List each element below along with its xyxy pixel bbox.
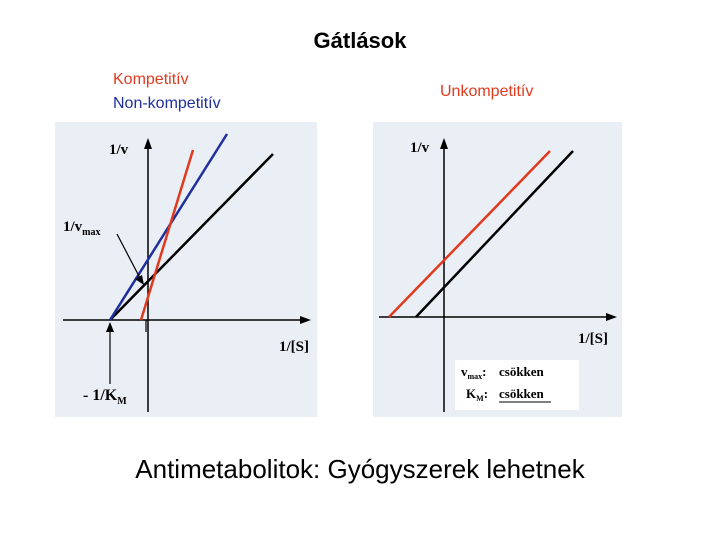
x-axis-label: 1/[S] — [578, 331, 608, 347]
legend-km-value: csökken — [499, 386, 545, 401]
label-competitive: Kompetitív — [113, 71, 189, 88]
uninhibited-line — [415, 150, 574, 318]
effect-legend: vmax: csökken KM: csökken — [455, 360, 579, 410]
km-label: - 1/KM — [83, 387, 127, 407]
uncompetitive-graph: 1/v 1/[S] vmax: csökken KM: csökken — [373, 122, 622, 417]
label-uncompetitive: Unkompetitív — [440, 83, 534, 100]
uncompetitive-line — [388, 150, 551, 318]
y-axis-label: 1/v — [109, 142, 129, 158]
x-axis-arrow — [606, 313, 617, 321]
vmax-pointer-arrow — [135, 275, 144, 285]
competitive-line — [139, 149, 195, 321]
y-axis-arrow — [144, 138, 152, 149]
competitive-noncompetitive-graph: 1/v 1/vmax 1/[S] - 1/KM — [55, 122, 317, 417]
x-axis-label: 1/[S] — [279, 339, 309, 355]
vmax-label: 1/vmax — [63, 219, 101, 238]
x-axis-arrow — [300, 316, 311, 324]
km-pointer-arrow — [106, 322, 114, 332]
y-axis-arrow — [440, 138, 448, 149]
y-axis-label: 1/v — [410, 140, 430, 156]
legend-vmax-symbol: vmax: — [461, 364, 487, 381]
slide-title: Gátlások — [313, 28, 407, 53]
panel-background — [55, 122, 317, 417]
legend-km-symbol: KM: — [466, 386, 488, 403]
legend-vmax-value: csökken — [499, 364, 545, 379]
label-noncompetitive: Non-kompetitív — [113, 95, 221, 112]
vmax-pointer — [116, 233, 142, 281]
footer-text: Antimetabolitok: Gyógyszerek lehetnek — [135, 454, 585, 484]
uninhibited-line — [109, 153, 274, 321]
